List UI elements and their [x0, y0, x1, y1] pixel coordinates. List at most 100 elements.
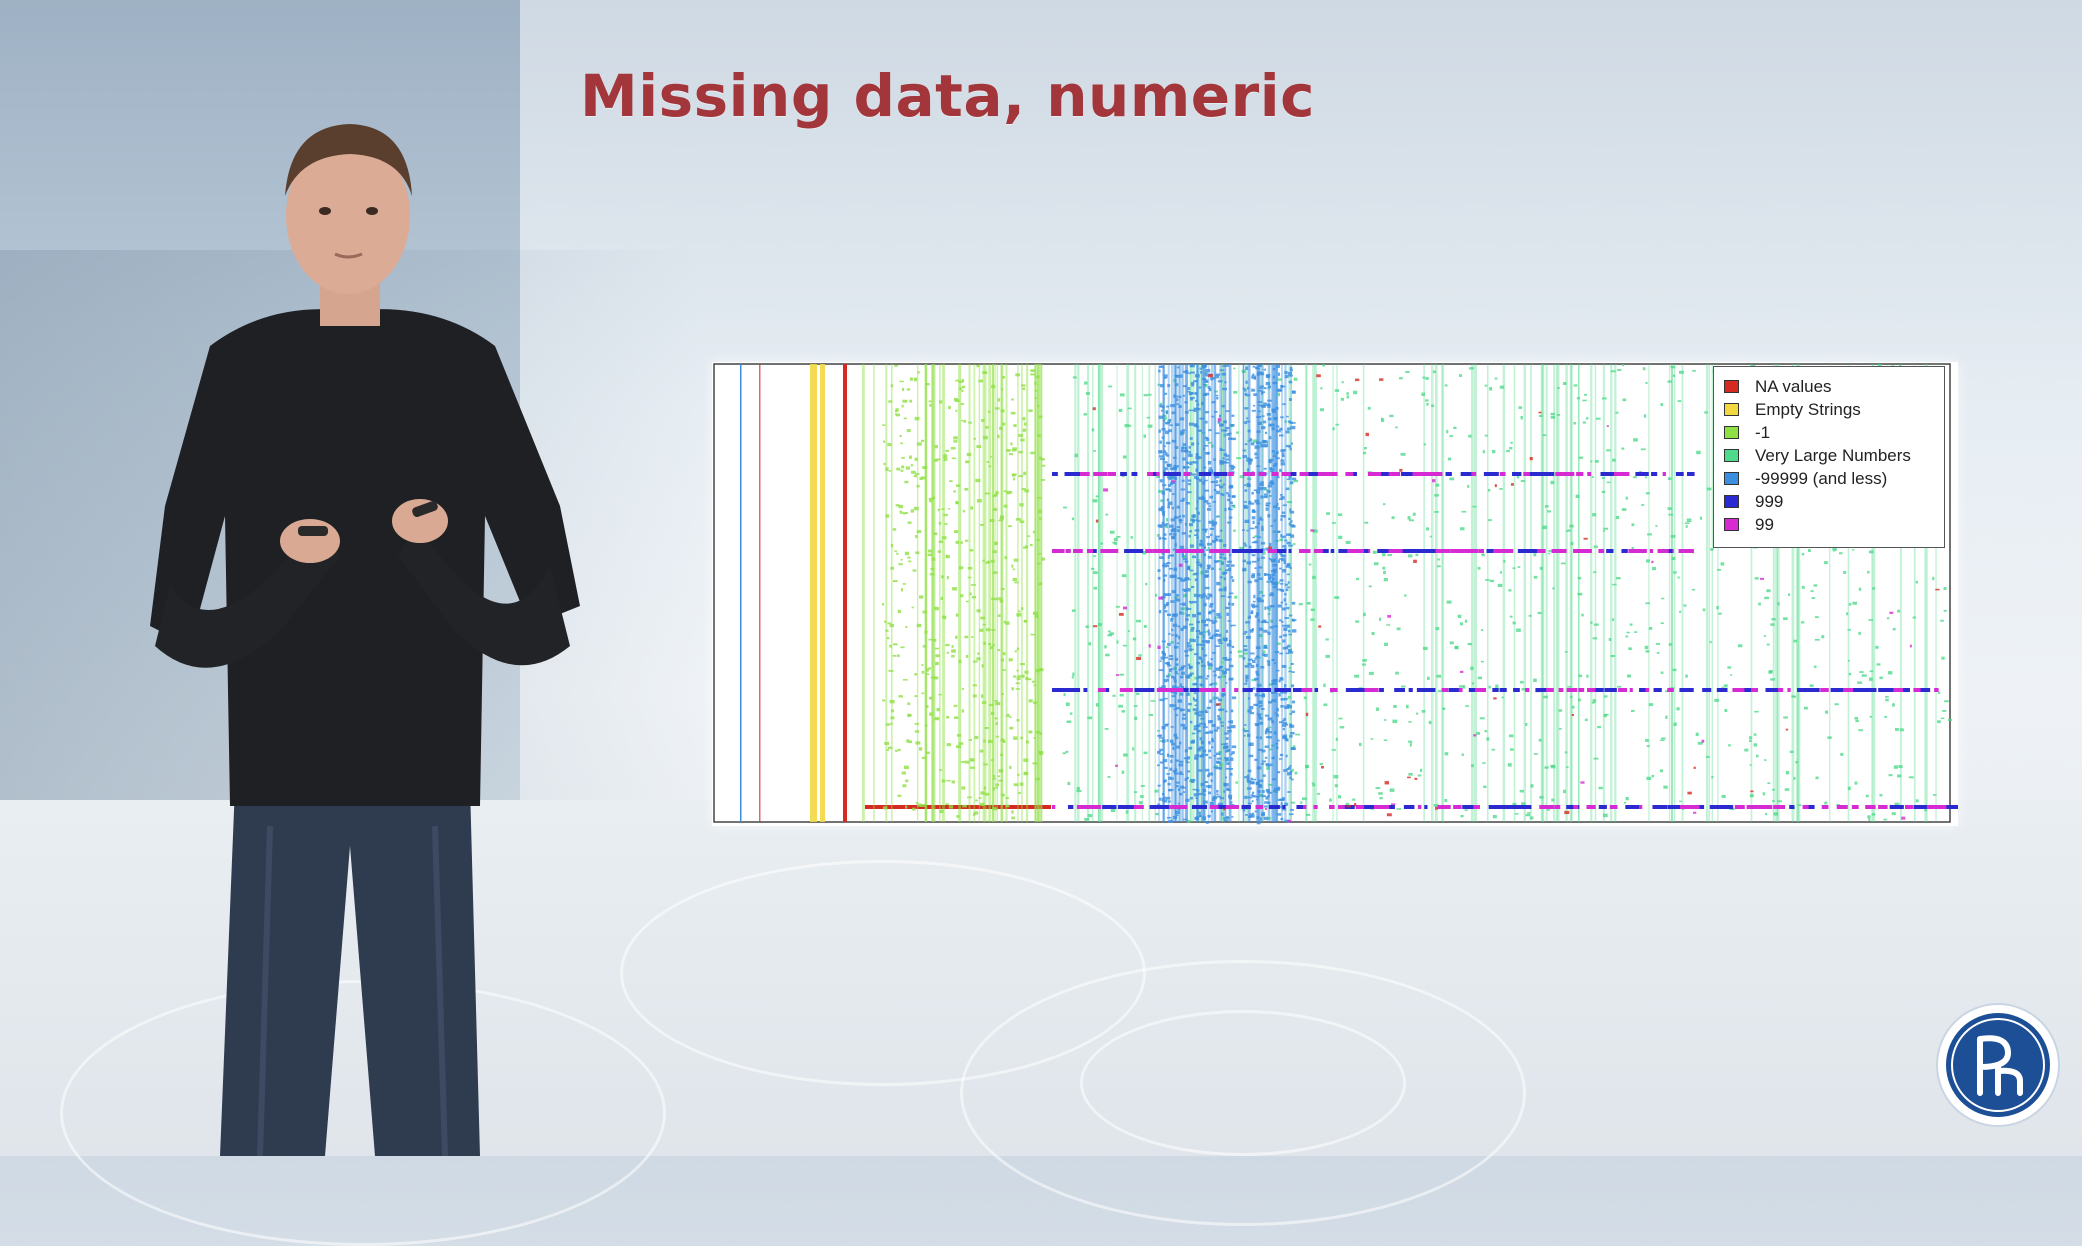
chart-cell-mark [1412, 512, 1416, 516]
chart-cell-mark [1173, 378, 1177, 383]
chart-row-mark [1782, 805, 1786, 809]
chart-cell-mark [1289, 510, 1295, 514]
chart-cell-mark [1202, 447, 1206, 450]
chart-cell-mark [1251, 778, 1256, 781]
chart-cell-mark [1316, 374, 1321, 378]
chart-cell-mark [1217, 717, 1222, 721]
chart-cell-mark [1341, 381, 1344, 384]
chart-cell-mark [1194, 529, 1200, 532]
chart-cell-mark [1227, 494, 1231, 498]
chart-cell-mark [1269, 458, 1274, 462]
chart-cell-mark [937, 508, 940, 512]
chart-cell-mark [1175, 714, 1179, 717]
chart-cell-mark [921, 756, 927, 759]
chart-cell-mark [1898, 765, 1903, 769]
chart-cell-mark [1477, 566, 1481, 570]
chart-cell-mark [1159, 761, 1164, 764]
chart-cell-mark [1257, 371, 1263, 375]
chart-cell-mark [1352, 798, 1356, 801]
chart-cell-mark [1000, 388, 1003, 391]
chart-cell-mark [1271, 577, 1276, 581]
chart-cell-mark [1169, 754, 1174, 758]
chart-row-mark [1271, 472, 1279, 476]
chart-cell-mark [1265, 736, 1269, 739]
chart-cell-mark [914, 416, 920, 421]
chart-cell-mark [1030, 373, 1035, 376]
chart-cell-mark [1300, 801, 1303, 804]
chart-column-mark [1021, 364, 1023, 822]
chart-cell-mark [959, 594, 964, 598]
chart-cell-mark [1278, 619, 1282, 622]
chart-cell-mark [906, 429, 911, 433]
chart-cell-mark [882, 699, 886, 702]
chart-cell-mark [1283, 769, 1288, 772]
chart-cell-mark [972, 694, 977, 698]
chart-row-mark [1562, 472, 1575, 476]
chart-row-mark [1117, 805, 1135, 809]
chart-cell-mark [1166, 613, 1169, 616]
chart-cell-mark [915, 551, 920, 555]
chart-cell-mark [896, 467, 901, 471]
chart-cell-mark [1279, 589, 1284, 592]
chart-column-mark [1260, 364, 1264, 822]
chart-cell-mark [1245, 380, 1248, 384]
chart-cell-mark [1252, 795, 1257, 797]
chart-cell-mark [1617, 369, 1622, 371]
chart-cell-mark [1215, 767, 1221, 770]
chart-cell-mark [899, 380, 904, 383]
chart-cell-mark [1019, 503, 1024, 507]
chart-cell-mark [1116, 535, 1121, 538]
chart-cell-mark [1943, 587, 1947, 590]
chart-cell-mark [1247, 781, 1250, 784]
chart-cell-mark [1563, 789, 1566, 794]
chart-cell-mark [919, 477, 923, 481]
chart-cell-mark [1262, 653, 1265, 657]
chart-cell-mark [1268, 576, 1271, 581]
chart-cell-mark [1032, 680, 1035, 683]
chart-cell-mark [1196, 729, 1201, 733]
chart-cell-mark [1521, 802, 1526, 806]
chart-cell-mark [1195, 468, 1198, 472]
chart-cell-mark [1244, 421, 1248, 425]
chart-cell-mark [1194, 391, 1198, 395]
chart-cell-mark [1274, 651, 1280, 654]
chart-cell-mark [1179, 773, 1184, 776]
chart-cell-mark [1205, 640, 1210, 643]
chart-cell-mark [1199, 564, 1203, 568]
chart-cell-mark [1289, 481, 1294, 485]
chart-cell-mark [1257, 445, 1260, 449]
chart-cell-mark [1242, 529, 1245, 532]
chart-cell-mark [1188, 409, 1194, 412]
chart-cell-mark [1305, 712, 1309, 717]
chart-cell-mark [1217, 420, 1221, 424]
chart-cell-mark [1459, 670, 1464, 673]
chart-cell-mark [1591, 701, 1595, 704]
chart-cell-mark [1174, 543, 1177, 547]
chart-cell-mark [1895, 728, 1899, 731]
chart-cell-mark [1017, 773, 1020, 776]
slide-title: Missing data, numeric [580, 62, 1315, 130]
chart-cell-mark [1256, 415, 1262, 419]
chart-cell-mark [1346, 805, 1352, 808]
chart-column-mark [1829, 364, 1831, 822]
chart-cell-mark [1011, 816, 1016, 820]
chart-cell-mark [1040, 752, 1043, 756]
chart-cell-mark [1189, 544, 1195, 548]
chart-cell-mark [1100, 542, 1103, 545]
chart-column-mark [810, 364, 817, 822]
chart-cell-mark [1367, 406, 1371, 410]
chart-row-mark [1301, 688, 1313, 692]
chart-cell-mark [1379, 796, 1383, 800]
chart-cell-mark [1093, 555, 1097, 558]
chart-cell-mark [960, 761, 965, 763]
chart-cell-mark [1175, 810, 1180, 815]
chart-cell-mark [1621, 447, 1625, 450]
chart-cell-mark [1480, 629, 1484, 631]
chart-cell-mark [1244, 388, 1247, 392]
chart-cell-mark [935, 654, 940, 658]
chart-cell-mark [1697, 741, 1703, 745]
chart-cell-mark [1071, 676, 1074, 679]
chart-cell-mark [992, 644, 995, 647]
chart-row-mark [1389, 805, 1395, 809]
chart-row-mark [1065, 549, 1071, 553]
